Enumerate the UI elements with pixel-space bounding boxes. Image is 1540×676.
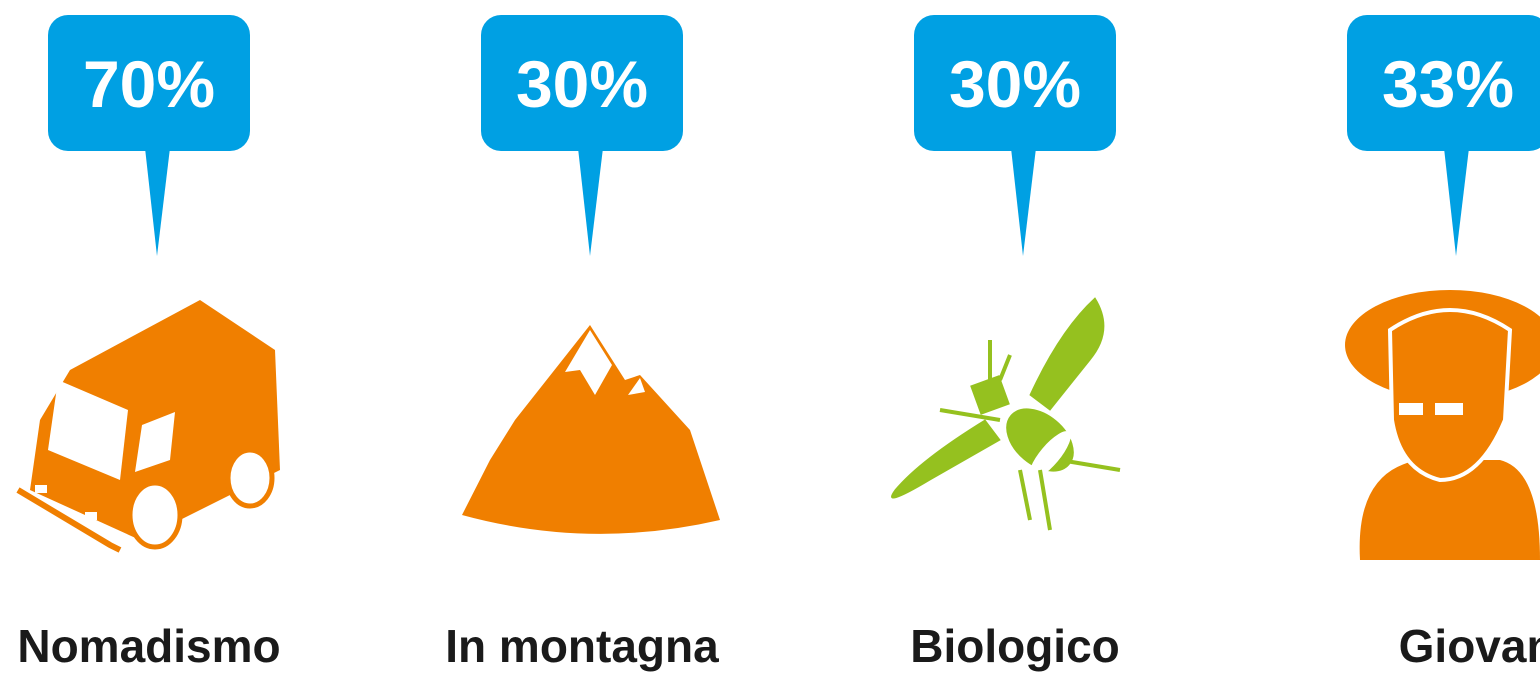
- callout-box: [48, 15, 250, 151]
- callouts: 70% Nomadismo 30% In montagna 30% Biologico 33…: [17, 15, 1540, 672]
- item-label: Nomadismo: [17, 620, 280, 672]
- percentage: 33%: [1382, 47, 1514, 121]
- callout-pointer: [1444, 148, 1469, 256]
- callout-box: [1347, 15, 1540, 151]
- bee-icon: [891, 297, 1121, 531]
- callout-pointer: [1011, 148, 1036, 256]
- percentage: 30%: [949, 47, 1081, 121]
- truck-icon: [16, 300, 280, 553]
- callout-pointer: [578, 148, 603, 256]
- percentage: 70%: [83, 47, 215, 121]
- item-label: Giovani: [1399, 620, 1540, 672]
- callout-pointer: [145, 148, 170, 256]
- callout-box: [481, 15, 683, 151]
- item-label: In montagna: [445, 620, 719, 672]
- percentage: 30%: [516, 47, 648, 121]
- mountain-icon: [462, 325, 720, 534]
- item-label: Biologico: [910, 620, 1120, 672]
- person-icon: [1345, 290, 1540, 560]
- callout-box: [914, 15, 1116, 151]
